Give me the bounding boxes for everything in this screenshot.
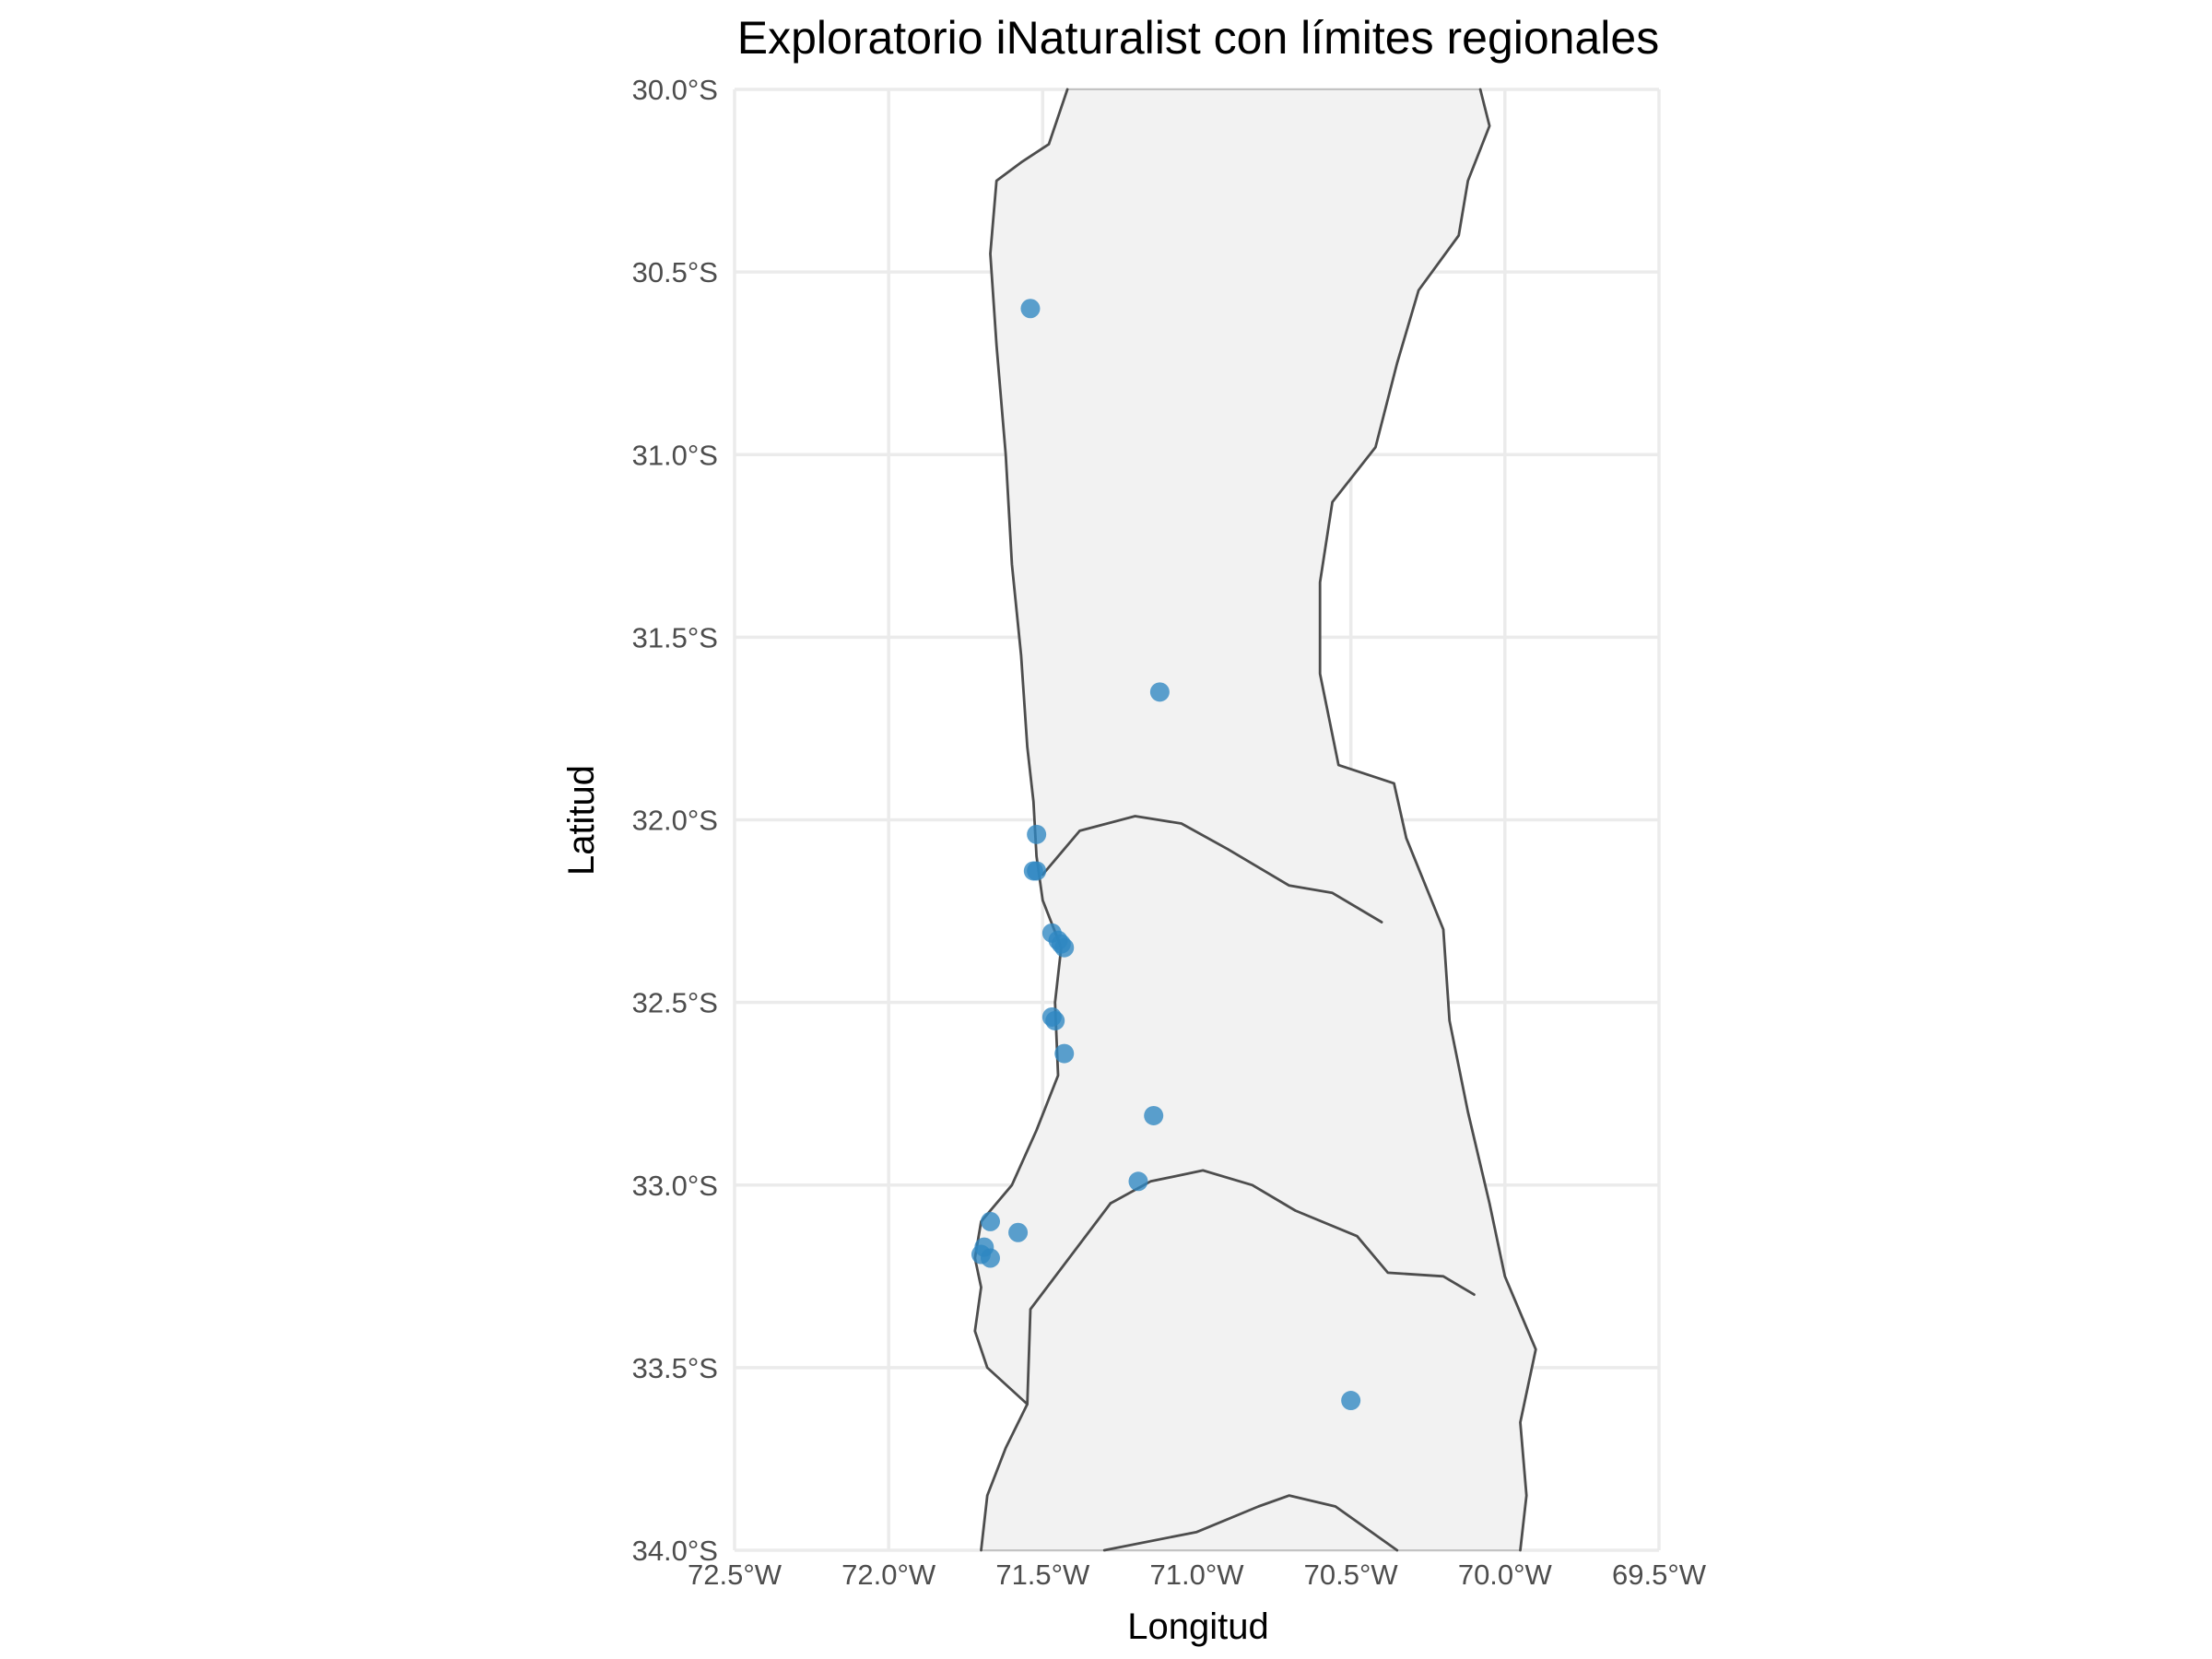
region-boundary-line — [1026, 1202, 1112, 1406]
observation-point — [1020, 299, 1041, 319]
x-tick-label: 70.5°W — [1304, 1559, 1399, 1591]
observation-point — [1144, 1105, 1164, 1125]
x-tick-label: 70.0°W — [1458, 1559, 1553, 1591]
x-axis-ticks: 72.5°W 72.0°W 71.5°W 71.0°W 70.5°W 70.0°W 69.5… — [688, 1559, 1707, 1591]
region-boundary-line — [1318, 88, 1537, 1552]
y-tick-label: 31.0°S — [632, 439, 718, 471]
x-tick-label: 72.0°W — [841, 1559, 936, 1591]
x-tick-label: 71.5°W — [995, 1559, 1090, 1591]
x-tick-label: 69.5°W — [1612, 1559, 1707, 1591]
x-axis-title: Longitud — [1127, 1606, 1268, 1647]
observation-point — [980, 1211, 1000, 1231]
y-tick-label: 32.0°S — [632, 805, 718, 837]
y-tick-label: 32.5°S — [632, 987, 718, 1019]
region-boundary-line — [1102, 1494, 1399, 1552]
y-tick-label: 33.5°S — [632, 1352, 718, 1384]
observation-point — [980, 1248, 1000, 1268]
x-tick-label: 72.5°W — [688, 1559, 782, 1591]
region-boundary-line — [1041, 815, 1383, 924]
observation-point — [1054, 1043, 1075, 1064]
y-tick-label: 31.5°S — [632, 621, 718, 653]
observation-point — [1008, 1222, 1029, 1242]
observation-point — [1128, 1171, 1148, 1192]
y-axis-title: Latitud — [561, 765, 602, 876]
observation-point — [1341, 1391, 1361, 1411]
region-boundary-line — [1109, 1169, 1476, 1296]
observation-point — [1045, 1010, 1065, 1030]
y-axis-ticks: 30.0°S 30.5°S 31.0°S 31.5°S 32.0°S 32.5°S 33.0… — [632, 74, 718, 1567]
chart-title: Exploratorio iNaturalist con límites reg… — [737, 12, 1659, 64]
y-tick-label: 30.5°S — [632, 256, 718, 288]
observation-points — [971, 299, 1361, 1411]
y-tick-label: 33.0°S — [632, 1170, 718, 1202]
observation-point — [1149, 682, 1170, 702]
observation-point — [1027, 824, 1047, 844]
y-tick-label: 30.0°S — [632, 74, 718, 106]
observation-point — [1054, 937, 1075, 958]
x-tick-label: 71.0°W — [1150, 1559, 1245, 1591]
observation-point — [1027, 861, 1047, 881]
y-tick-label: 34.0°S — [632, 1535, 718, 1567]
